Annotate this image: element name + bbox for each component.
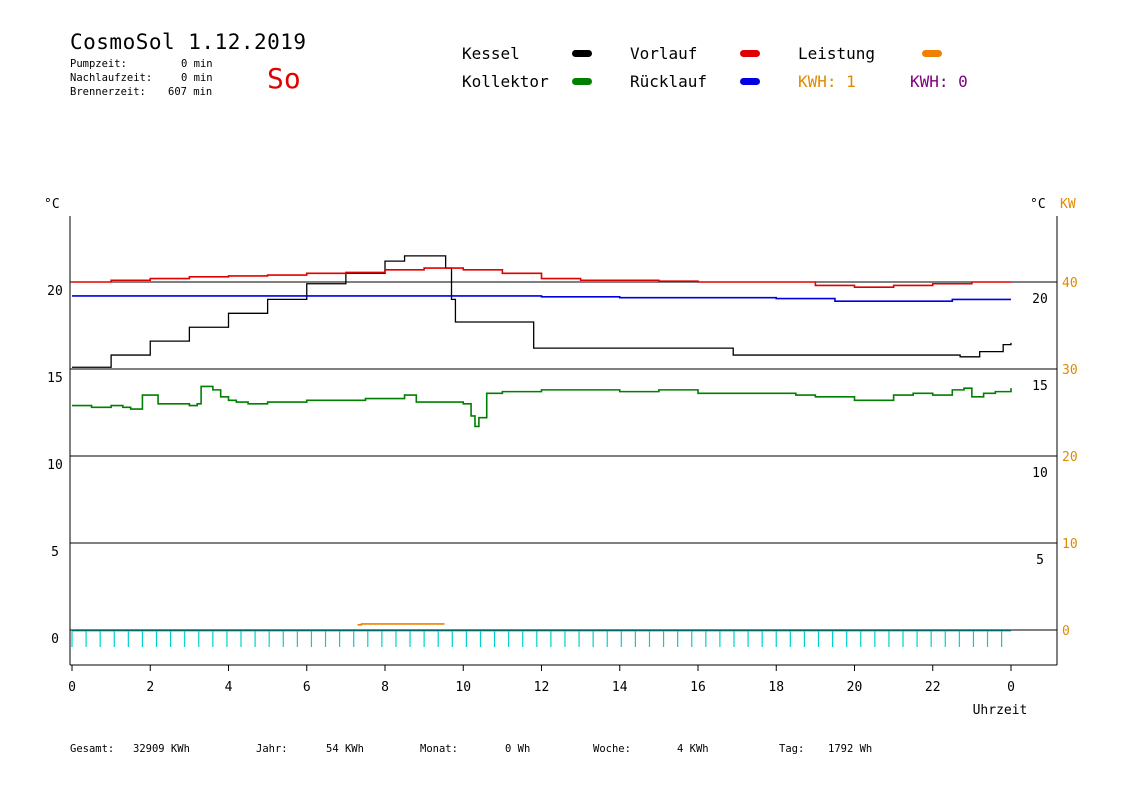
- footer-gesamt-value: 32909 KWh: [133, 743, 190, 755]
- legend-kollektor: Kollektor: [462, 72, 549, 91]
- x-tick-label: 4: [225, 680, 233, 695]
- y-right-tick-label: 20: [1032, 292, 1048, 307]
- y-left-tick-label: 10: [47, 458, 63, 473]
- legend-vorlauf: Vorlauf: [630, 44, 698, 63]
- footer-jahr-label: Jahr:: [256, 743, 288, 755]
- footer-woche-label: Woche:: [593, 743, 631, 755]
- series-kessel: [72, 255, 1012, 368]
- legend-kessel-swatch: [572, 50, 592, 57]
- x-tick-label: 20: [847, 680, 863, 695]
- legend-kwh1: KWH: 1: [798, 72, 856, 91]
- legend-ruecklauf-swatch: [740, 78, 760, 85]
- legend-leistung: Leistung: [798, 44, 876, 63]
- x-tick-label: 2: [146, 680, 154, 695]
- x-tick-label: 18: [768, 680, 784, 695]
- x-tick-label: 0: [68, 680, 76, 695]
- y-kw-unit: KW: [1060, 197, 1076, 212]
- x-tick-label: 22: [925, 680, 941, 695]
- series-kollektor: [72, 385, 1012, 428]
- pump-value: 0 min: [181, 58, 213, 70]
- y-right-tick-label: 5: [1036, 553, 1044, 568]
- series-vorlauf: [72, 267, 1011, 289]
- x-tick-label: 14: [612, 680, 628, 695]
- footer-tag-label: Tag:: [779, 743, 805, 755]
- y-right-unit: °C: [1030, 197, 1046, 212]
- footer-woche-value: 4 KWh: [677, 743, 709, 755]
- y-kw-tick-label: 20: [1062, 450, 1078, 465]
- x-tick-label: 10: [455, 680, 471, 695]
- pump-label: Pumpzeit:: [70, 58, 127, 70]
- nachlauf-label: Nachlaufzeit:: [70, 72, 153, 84]
- y-kw-tick-label: 40: [1062, 276, 1078, 291]
- y-left-tick-label: 0: [51, 632, 59, 647]
- footer-jahr-value: 54 KWh: [326, 743, 364, 755]
- brenner-label: Brennerzeit:: [70, 86, 146, 98]
- y-left-unit: °C: [44, 197, 60, 212]
- y-kw-tick-label: 30: [1062, 363, 1078, 378]
- y-kw-tick-label: 0: [1062, 624, 1070, 639]
- legend-ruecklauf: Rücklauf: [630, 72, 708, 91]
- chart-title: CosmoSol 1.12.2019: [70, 30, 307, 54]
- footer-gesamt-label: Gesamt:: [70, 743, 115, 755]
- brenner-value: 607 min: [168, 86, 213, 98]
- day-label: So: [267, 62, 301, 95]
- legend-kollektor-swatch: [572, 78, 592, 85]
- y-left-tick-label: 5: [51, 545, 59, 560]
- series-ruecklauf: [72, 295, 1011, 302]
- footer-monat-label: Monat:: [420, 743, 458, 755]
- x-tick-label: 16: [690, 680, 706, 695]
- series-leistung: [357, 623, 445, 626]
- nachlauf-value: 0 min: [181, 72, 213, 84]
- x-tick-label: 8: [381, 680, 389, 695]
- legend-kwh2: KWH: 0: [910, 72, 968, 91]
- legend-kessel: Kessel: [462, 44, 520, 63]
- y-right-tick-label: 10: [1032, 466, 1048, 481]
- x-tick-label: 6: [303, 680, 311, 695]
- footer-tag-value: 1792 Wh: [828, 743, 873, 755]
- legend-leistung-swatch: [922, 50, 942, 57]
- y-left-tick-label: 15: [47, 371, 63, 386]
- x-axis-title: Uhrzeit: [973, 703, 1028, 718]
- footer-monat-value: 0 Wh: [505, 743, 531, 755]
- legend-vorlauf-swatch: [740, 50, 760, 57]
- y-left-tick-label: 20: [47, 284, 63, 299]
- x-tick-label: 0: [1007, 680, 1015, 695]
- y-kw-tick-label: 10: [1062, 537, 1078, 552]
- y-right-tick-label: 15: [1032, 379, 1048, 394]
- x-tick-label: 12: [534, 680, 550, 695]
